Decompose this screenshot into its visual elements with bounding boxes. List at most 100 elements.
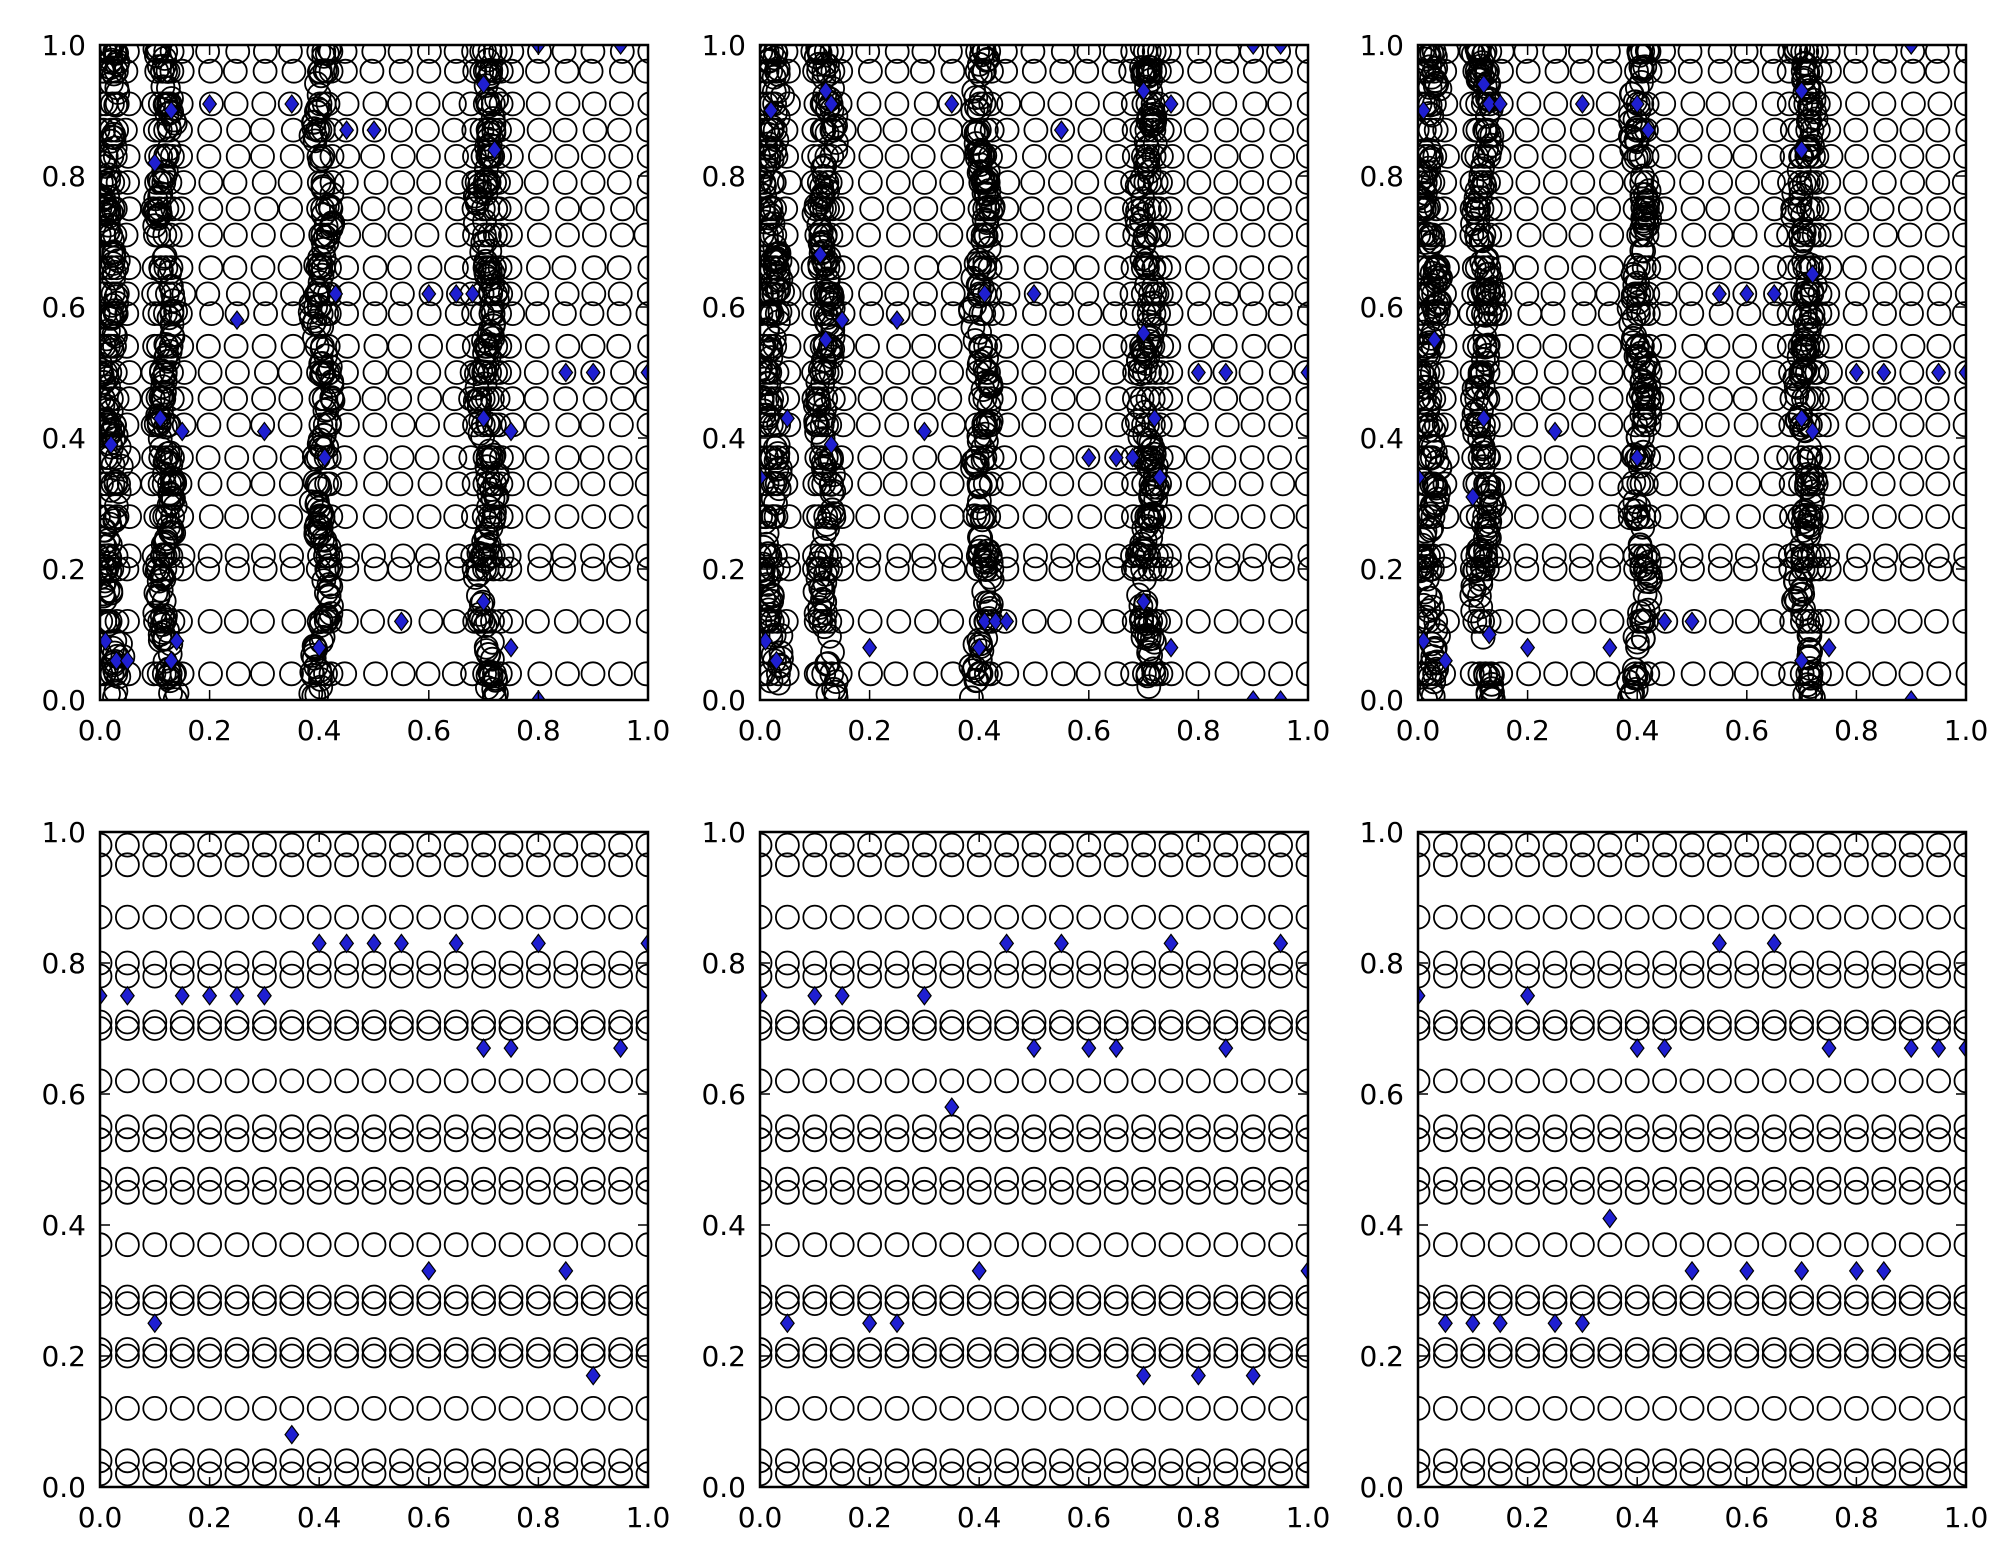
open-circle-point [1213,301,1238,327]
x-tick-label: 0.4 [1615,714,1660,747]
open-circle-point [1897,609,1923,634]
open-circle-point [939,852,965,878]
open-circle-point [994,852,1019,878]
open-circle-point [1427,454,1453,480]
open-circle-point [100,397,120,423]
open-circle-point [222,58,248,84]
open-circle-point [1268,360,1294,385]
open-circle-point [1142,556,1167,582]
open-circle-point [884,1068,910,1094]
diamond-point [1426,329,1442,350]
open-circle-point [1681,333,1707,359]
open-circle-point [147,201,173,227]
open-circle-point [1815,543,1840,569]
open-circle-point [578,58,604,84]
open-circle-point [939,1284,965,1310]
open-circle-point [142,1114,168,1140]
open-circle-point [802,1166,828,1192]
open-circle-point [966,283,992,309]
open-circle-point [1845,412,1871,438]
open-circle-point [1049,1448,1074,1474]
open-circle-point [939,360,964,385]
open-circle-point [526,1232,551,1258]
open-circle-point [760,1127,773,1153]
open-circle-point [1131,1127,1156,1153]
open-circle-point [1023,543,1048,569]
open-circle-point [762,333,788,359]
open-circle-point [1571,255,1597,281]
open-circle-point [857,471,883,497]
open-circle-point [1076,1337,1102,1362]
open-circle-point [608,1009,633,1035]
open-circle-point [279,1337,305,1362]
open-circle-point [1022,471,1048,497]
open-circle-point [334,1337,360,1362]
open-circle-point [416,1166,442,1192]
open-circle-point [1136,674,1162,699]
open-circle-point [1898,281,1924,307]
open-circle-point [1268,852,1293,878]
open-circle-point [472,371,498,397]
open-circle-point [1131,1179,1156,1205]
open-circle-point [416,1284,442,1310]
open-circle-point [760,608,782,633]
open-circle-point [635,1166,648,1192]
open-circle-point [1213,1068,1239,1094]
open-circle-point [1898,661,1924,687]
open-circle-point [635,1343,648,1369]
open-circle-point [1136,54,1162,80]
open-circle-point [144,45,169,69]
open-circle-point [1595,91,1621,117]
open-circle-point [829,1127,855,1153]
open-circle-point [1571,412,1596,438]
open-circle-point [805,391,830,417]
open-circle-point [1925,504,1951,529]
open-circle-point [1792,306,1817,332]
open-circle-point [1424,253,1450,279]
open-circle-point [1268,950,1293,976]
open-circle-point [939,950,965,976]
open-circle-point [164,680,190,700]
open-circle-point [966,247,992,273]
open-circle-point [1132,341,1158,367]
open-circle-point [937,333,963,359]
open-circle-point [1736,301,1762,327]
diamond-point [807,985,823,1006]
axes-frame [98,43,650,702]
open-circle-point [1542,609,1568,634]
diamond-point [977,611,993,632]
diamond-point [760,467,768,488]
open-circle-point [859,196,885,222]
open-circle-point [857,963,882,989]
open-circle-point [808,575,834,601]
open-circle-point [470,589,496,615]
open-circle-point [580,1232,606,1258]
open-circle-point [1475,682,1501,700]
open-circle-point [1897,222,1923,248]
open-circle-point [1186,1179,1211,1205]
open-circle-point [311,386,337,412]
open-circle-point [498,1284,524,1310]
open-circle-point [1475,350,1500,376]
open-circle-point [1074,281,1100,307]
open-circle-point [760,832,773,858]
open-circle-point [963,668,989,694]
open-circle-point [197,852,223,878]
open-circle-point [462,565,488,590]
open-circle-point [146,568,172,594]
open-circle-point [1023,281,1049,307]
open-circle-point [1021,1009,1047,1035]
open-circle-point [766,240,792,266]
diamond-point [818,80,834,101]
open-circle-point [277,360,303,385]
open-circle-point [884,412,910,438]
open-circle-point [812,396,837,422]
open-circle-point [527,471,552,497]
diamond-point [812,244,828,265]
open-circle-point [1138,484,1163,510]
open-circle-point [580,661,606,687]
open-circle-point [802,579,828,605]
open-circle-point [251,1343,277,1369]
open-circle-point [416,1068,442,1094]
open-circle-point [994,661,1020,687]
